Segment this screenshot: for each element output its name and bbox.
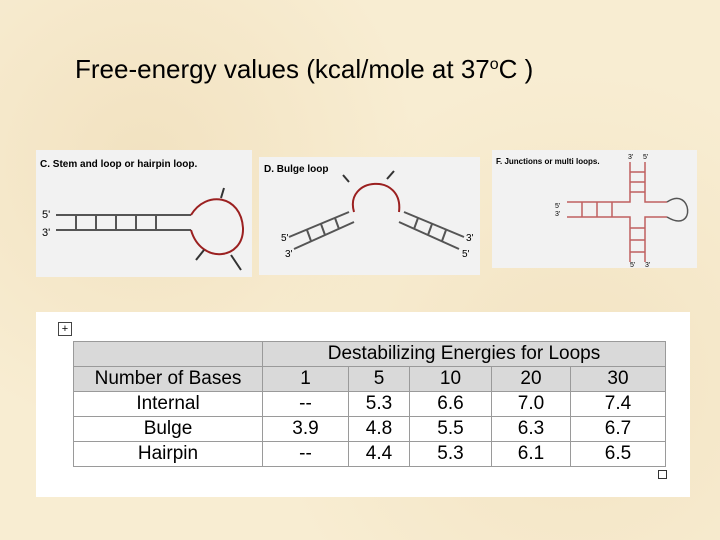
panel-caption: C. Stem and loop or hairpin loop. <box>40 159 197 170</box>
row-header-label: Number of Bases <box>73 366 263 392</box>
row-label: Hairpin <box>73 441 263 467</box>
energy-cell: 6.7 <box>570 416 666 442</box>
table-title: Destabilizing Energies for Loops <box>262 341 666 367</box>
energy-cell: -- <box>262 391 349 417</box>
energy-cell: 3.9 <box>262 416 349 442</box>
panel-caption: D. Bulge loop <box>264 164 328 175</box>
strand-label: 5' <box>643 154 648 161</box>
strand-label: 3' <box>42 227 50 239</box>
strand-label: 5' <box>630 262 635 268</box>
title-text: C ) <box>498 54 534 84</box>
strand-label: 3' <box>645 262 650 268</box>
energy-cell: 6.6 <box>409 391 492 417</box>
hairpin-diagram: C. Stem and loop or hairpin loop. 5' 3' <box>36 150 252 277</box>
table-row: Internal -- 5.3 6.6 7.0 7.4 <box>73 391 666 417</box>
column-header: 1 <box>262 366 349 392</box>
energy-cell: 5.3 <box>409 441 492 467</box>
energy-cell: 6.1 <box>491 441 571 467</box>
title-superscript: o <box>489 56 499 73</box>
move-handle[interactable]: + <box>58 322 72 336</box>
row-label: Internal <box>73 391 263 417</box>
junction-diagram: F. Junctions or multi loops. 3' 5' 5' 3'… <box>492 150 697 268</box>
strand-label: 3' <box>555 211 560 218</box>
strand-label: 5' <box>281 233 289 244</box>
energy-cell: 6.5 <box>570 441 666 467</box>
column-header: 30 <box>570 366 666 392</box>
energy-cell: 7.4 <box>570 391 666 417</box>
empty-cell <box>73 341 263 367</box>
column-header: 10 <box>409 366 492 392</box>
resize-handle[interactable] <box>658 470 667 479</box>
strand-label: 5' <box>555 203 560 210</box>
energy-table: Destabilizing Energies for Loops Number … <box>73 341 666 467</box>
energy-cell: 7.0 <box>491 391 571 417</box>
column-header: 20 <box>491 366 571 392</box>
panel-caption: F. Junctions or multi loops. <box>496 157 600 166</box>
table-panel: + Destabilizing Energies for Loops Numbe… <box>36 312 690 497</box>
column-header: 5 <box>348 366 410 392</box>
table-row: Bulge 3.9 4.8 5.5 6.3 6.7 <box>73 416 666 442</box>
energy-cell: 5.3 <box>348 391 410 417</box>
bulge-diagram: D. Bulge loop 5' 3' 3' 5' <box>259 157 480 275</box>
energy-cell: 6.3 <box>491 416 571 442</box>
header-row: Number of Bases 1 5 10 20 30 <box>73 366 666 392</box>
title-text: Free-energy values (kcal/mole at 37 <box>75 54 490 84</box>
energy-cell: 5.5 <box>409 416 492 442</box>
strand-label: 5' <box>42 209 50 221</box>
strand-label: 3' <box>285 249 293 260</box>
strand-label: 3' <box>466 233 474 244</box>
slide-title: Free-energy values (kcal/mole at 37oC ) <box>75 54 533 85</box>
energy-cell: 4.4 <box>348 441 410 467</box>
table-title-row: Destabilizing Energies for Loops <box>73 341 666 367</box>
strand-label: 5' <box>462 249 470 260</box>
energy-cell: -- <box>262 441 349 467</box>
table-row: Hairpin -- 4.4 5.3 6.1 6.5 <box>73 441 666 467</box>
strand-label: 3' <box>628 154 633 161</box>
row-label: Bulge <box>73 416 263 442</box>
energy-cell: 4.8 <box>348 416 410 442</box>
